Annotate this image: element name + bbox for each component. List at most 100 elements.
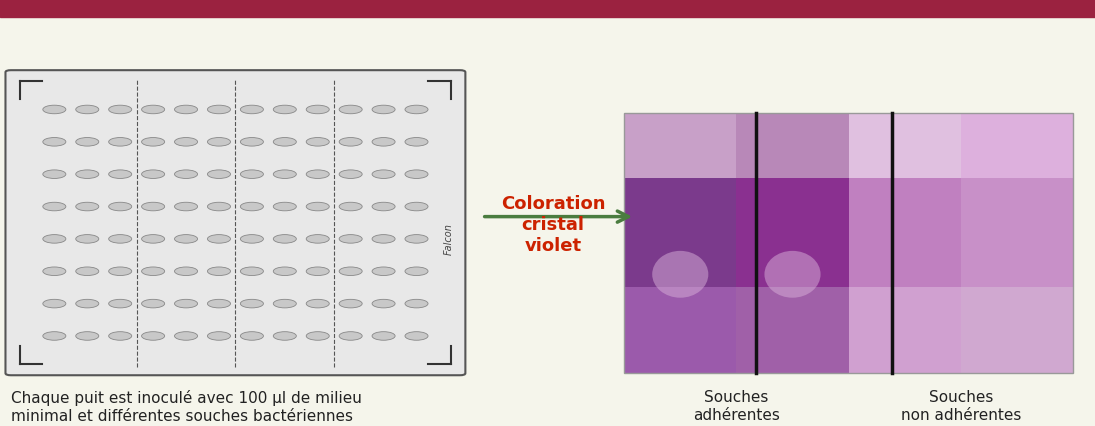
- Circle shape: [108, 170, 131, 179]
- Circle shape: [108, 106, 131, 115]
- Bar: [849, 288, 961, 373]
- Circle shape: [141, 235, 164, 244]
- Circle shape: [174, 268, 197, 276]
- Circle shape: [207, 235, 230, 244]
- Circle shape: [141, 170, 164, 179]
- Circle shape: [372, 268, 395, 276]
- Circle shape: [108, 235, 131, 244]
- Circle shape: [141, 203, 164, 211]
- Circle shape: [76, 299, 99, 308]
- Circle shape: [43, 138, 66, 147]
- Circle shape: [174, 235, 197, 244]
- Circle shape: [307, 235, 330, 244]
- Circle shape: [174, 106, 197, 115]
- Circle shape: [339, 299, 362, 308]
- Text: Coloration
cristal
violet: Coloration cristal violet: [500, 195, 606, 254]
- Circle shape: [405, 299, 428, 308]
- Circle shape: [339, 106, 362, 115]
- Bar: [961, 114, 1073, 178]
- Circle shape: [339, 268, 362, 276]
- Circle shape: [43, 106, 66, 115]
- Circle shape: [174, 203, 197, 211]
- Circle shape: [274, 106, 297, 115]
- Circle shape: [76, 235, 99, 244]
- Circle shape: [174, 299, 197, 308]
- Circle shape: [43, 299, 66, 308]
- Circle shape: [174, 170, 197, 179]
- Circle shape: [207, 203, 230, 211]
- Circle shape: [307, 170, 330, 179]
- Circle shape: [372, 170, 395, 179]
- Circle shape: [405, 332, 428, 340]
- Circle shape: [241, 299, 264, 308]
- Circle shape: [108, 268, 131, 276]
- Bar: [849, 178, 961, 288]
- Circle shape: [339, 138, 362, 147]
- Circle shape: [307, 138, 330, 147]
- Circle shape: [274, 299, 297, 308]
- Circle shape: [43, 203, 66, 211]
- Circle shape: [339, 203, 362, 211]
- Bar: [736, 288, 849, 373]
- Circle shape: [174, 138, 197, 147]
- Circle shape: [405, 268, 428, 276]
- Circle shape: [141, 268, 164, 276]
- Circle shape: [207, 332, 230, 340]
- Circle shape: [108, 299, 131, 308]
- Circle shape: [108, 332, 131, 340]
- Circle shape: [207, 299, 230, 308]
- Circle shape: [43, 170, 66, 179]
- Circle shape: [108, 203, 131, 211]
- Circle shape: [141, 299, 164, 308]
- Ellipse shape: [764, 251, 820, 298]
- Circle shape: [76, 170, 99, 179]
- Circle shape: [274, 268, 297, 276]
- Circle shape: [339, 332, 362, 340]
- Circle shape: [76, 106, 99, 115]
- FancyBboxPatch shape: [5, 71, 465, 375]
- Circle shape: [241, 268, 264, 276]
- Text: Souches
non adhérentes: Souches non adhérentes: [901, 389, 1021, 422]
- Circle shape: [241, 170, 264, 179]
- Circle shape: [372, 203, 395, 211]
- Circle shape: [307, 332, 330, 340]
- Circle shape: [207, 170, 230, 179]
- Circle shape: [372, 138, 395, 147]
- Circle shape: [339, 235, 362, 244]
- Circle shape: [274, 138, 297, 147]
- Circle shape: [43, 268, 66, 276]
- Circle shape: [307, 203, 330, 211]
- Text: Chaque puit est inoculé avec 100 µl de milieu
minimal et différentes souches bac: Chaque puit est inoculé avec 100 µl de m…: [11, 389, 361, 423]
- Circle shape: [307, 299, 330, 308]
- Circle shape: [141, 106, 164, 115]
- Circle shape: [274, 332, 297, 340]
- Circle shape: [241, 235, 264, 244]
- Circle shape: [405, 203, 428, 211]
- Bar: [961, 288, 1073, 373]
- Circle shape: [372, 299, 395, 308]
- Circle shape: [405, 235, 428, 244]
- Circle shape: [76, 332, 99, 340]
- Bar: [0, 0, 1095, 18]
- Ellipse shape: [653, 251, 708, 298]
- Circle shape: [307, 268, 330, 276]
- Circle shape: [174, 332, 197, 340]
- Circle shape: [43, 235, 66, 244]
- Text: Falcon: Falcon: [443, 222, 454, 254]
- Circle shape: [141, 138, 164, 147]
- Text: Souches
adhérentes: Souches adhérentes: [693, 389, 780, 422]
- Circle shape: [307, 106, 330, 115]
- Bar: [961, 178, 1073, 288]
- Circle shape: [76, 203, 99, 211]
- Bar: [624, 178, 736, 288]
- Bar: [624, 114, 1073, 373]
- Circle shape: [372, 332, 395, 340]
- Circle shape: [274, 170, 297, 179]
- Circle shape: [241, 138, 264, 147]
- Bar: [736, 114, 849, 178]
- Circle shape: [76, 138, 99, 147]
- Circle shape: [241, 203, 264, 211]
- Bar: [736, 178, 849, 288]
- Circle shape: [274, 235, 297, 244]
- Circle shape: [76, 268, 99, 276]
